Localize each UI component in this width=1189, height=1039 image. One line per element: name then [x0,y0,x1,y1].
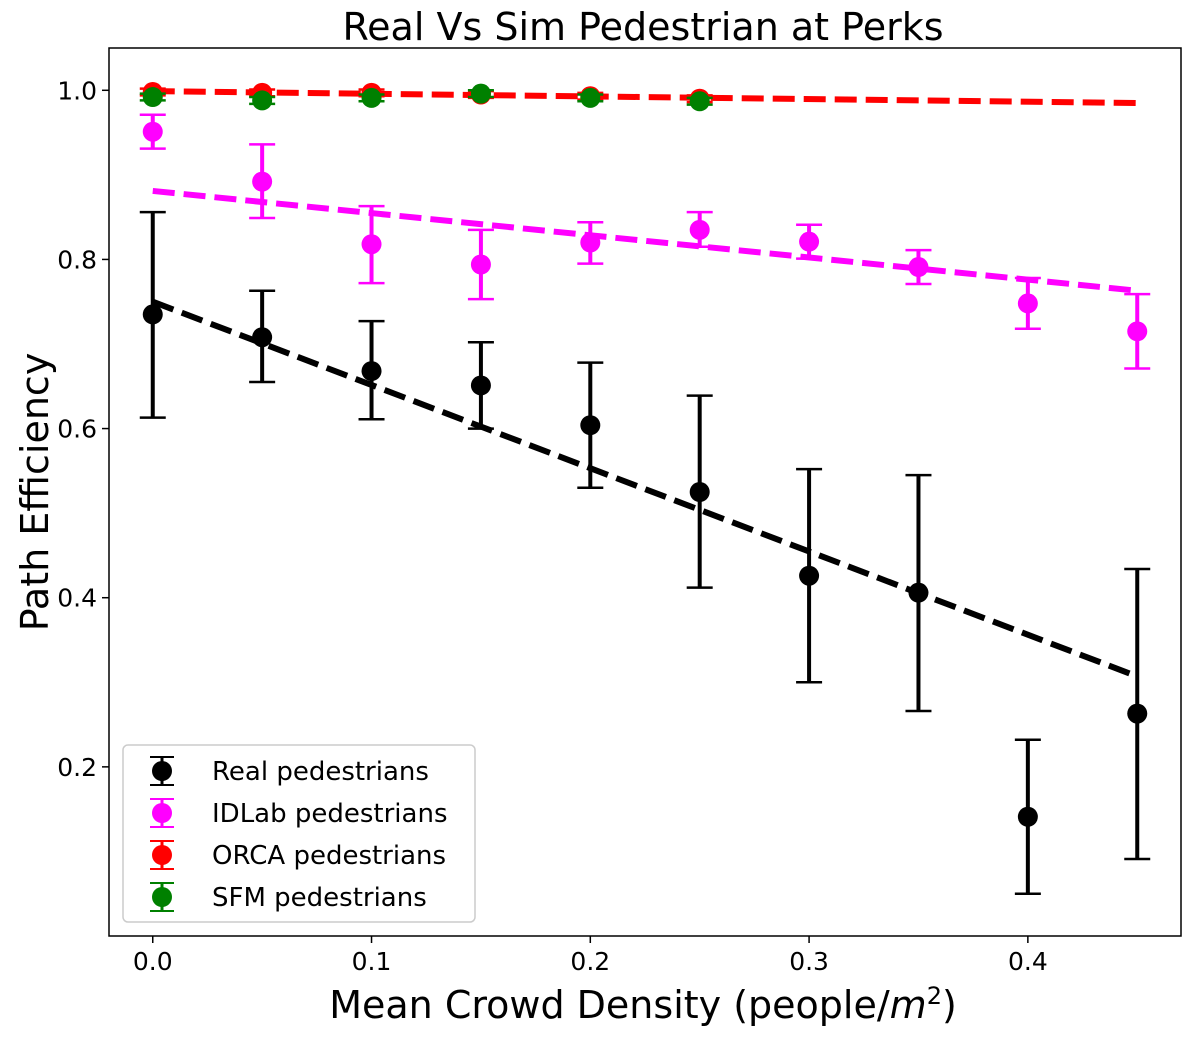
data-point [358,87,385,108]
legend-entry: Real pedestrians [150,756,429,787]
x-axis-label-unit: m [890,983,927,1027]
data-point [577,361,604,490]
data-marker [689,91,710,112]
data-point [1014,276,1041,331]
data-point [139,87,166,108]
data-marker [252,90,273,111]
data-marker [1017,293,1038,314]
data-point [905,473,932,713]
data-marker [799,565,820,586]
x-axis-ticks: 0.0 0.1 0.2 0.3 0.4 [133,936,1048,976]
data-marker [580,415,601,436]
data-marker [361,87,382,108]
data-marker [361,234,382,255]
y-tick-label: 0.2 [57,753,97,782]
data-point [1124,292,1151,370]
data-point [686,210,713,248]
data-marker [142,121,163,142]
legend-entry: ORCA pedestrians [150,840,446,871]
x-tick-label: 0.2 [570,947,610,976]
data-marker [142,304,163,325]
chart-title: Real Vs Sim Pedestrian at Perks [342,5,943,49]
y-tick-label: 0.8 [57,245,97,274]
x-tick-label: 0.1 [352,947,392,976]
y-tick-label: 0.6 [57,415,97,444]
data-marker [252,171,273,192]
plot-area [139,81,1151,895]
data-point [1014,738,1041,895]
y-axis-ticks: 0.2 0.4 0.6 0.8 1.0 [57,76,109,782]
data-point [796,223,823,260]
data-point [796,467,823,684]
x-axis-label-exponent: 2 [927,982,942,1010]
data-point [249,289,276,384]
data-point [249,90,276,111]
x-tick-label: 0.3 [789,947,829,976]
data-marker [470,375,491,396]
legend-label: IDLab pedestrians [212,799,448,829]
data-marker [908,582,929,603]
data-point [249,143,276,220]
data-marker [361,361,382,382]
data-marker [1017,806,1038,827]
data-marker [470,83,491,104]
data-point [686,394,713,589]
data-marker [580,232,601,253]
legend-label: ORCA pedestrians [212,841,446,871]
data-point [1124,567,1151,861]
data-marker [908,257,929,278]
legend-box [122,744,476,923]
trend-line [152,88,1138,106]
data-marker [142,87,163,108]
data-marker [689,219,710,240]
y-tick-label: 0.4 [57,584,97,613]
legend: Real pedestrians IDLab pedestrians ORCA pe… [122,744,476,923]
data-point [577,87,604,108]
x-axis-label: Mean Crowd Density (people/m2) [329,982,957,1027]
legend-entry: IDLab pedestrians [150,798,448,829]
legend-marker [152,845,172,865]
x-tick-label: 0.4 [1008,947,1048,976]
y-axis-label: Path Efficiency [13,353,57,632]
plot-frame [108,47,1182,937]
data-point [905,248,932,286]
data-marker [470,254,491,275]
data-point [139,210,166,419]
legend-entry: SFM pedestrians [150,882,427,913]
legend-label: SFM pedestrians [212,883,427,913]
data-point [686,91,713,112]
data-marker [1127,703,1148,724]
legend-marker [152,803,172,823]
data-point [358,204,385,285]
data-marker [580,87,601,108]
x-axis-label-close: ) [942,983,957,1027]
legend-label: Real pedestrians [212,757,429,787]
data-marker [1127,321,1148,342]
trend-line [151,298,1139,680]
data-point [139,113,166,150]
data-marker [799,231,820,252]
data-point [467,228,494,301]
x-axis-label-text: Mean Crowd Density (people/ [329,983,890,1027]
y-tick-label: 1.0 [57,76,97,105]
data-point [577,220,604,265]
trend-line [152,187,1138,294]
legend-marker [152,761,172,781]
x-tick-label: 0.0 [133,947,173,976]
data-point [467,341,494,430]
data-marker [689,482,710,502]
data-point [358,319,385,421]
legend-marker [152,887,172,907]
data-point [467,83,494,104]
data-marker [252,327,273,348]
